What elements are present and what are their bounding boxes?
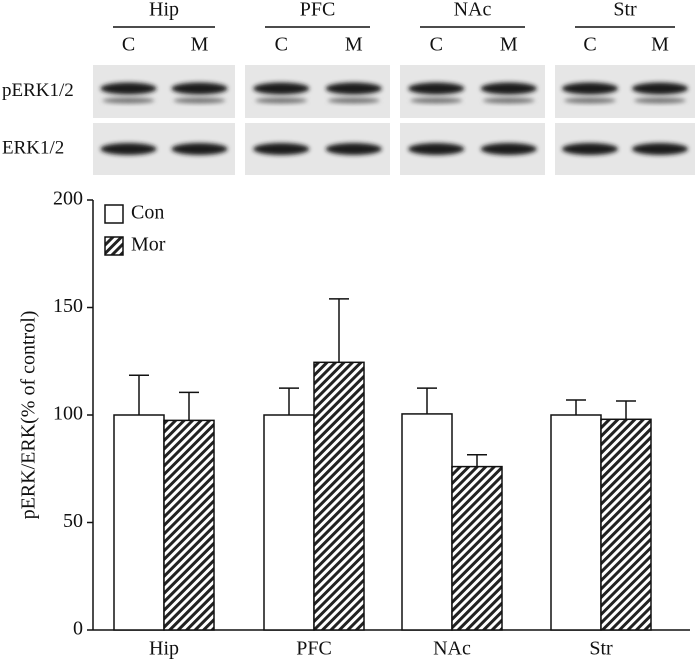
blot-band xyxy=(253,143,310,155)
blot-band xyxy=(480,82,537,95)
blot-band xyxy=(171,82,228,95)
y-tick-label: 50 xyxy=(63,510,83,532)
blot-band xyxy=(325,82,382,95)
lane-label: M xyxy=(191,34,209,56)
legend-label: Mor xyxy=(131,234,166,256)
y-tick-label: 0 xyxy=(73,618,83,640)
lane-label: C xyxy=(122,34,135,56)
blot-band-faint xyxy=(482,97,535,104)
x-tick-label: NAc xyxy=(433,638,471,660)
lane-label: M xyxy=(345,34,363,56)
blot-band xyxy=(408,82,465,95)
blot-group-label: Hip xyxy=(149,0,179,21)
blot-band xyxy=(100,82,157,95)
y-axis-label: pERK/ERK(% of control) xyxy=(18,311,40,520)
blot-row-label: pERK1/2 xyxy=(2,80,74,101)
legend-swatch xyxy=(104,204,124,224)
bar xyxy=(451,465,503,631)
blot-band xyxy=(408,143,465,155)
blot-band xyxy=(253,82,310,95)
bar xyxy=(401,413,453,631)
bar xyxy=(263,414,315,631)
blot-band xyxy=(100,143,157,155)
blot-band xyxy=(325,143,382,155)
blot-band xyxy=(632,82,688,95)
blot-band xyxy=(562,143,618,155)
blot-band-faint xyxy=(634,97,686,104)
y-tick-label: 200 xyxy=(53,188,83,210)
blot-band-faint xyxy=(255,97,308,104)
blot-band-faint xyxy=(173,97,226,104)
lane-label: C xyxy=(275,34,288,56)
bar xyxy=(550,414,602,631)
blot-row-label: ERK1/2 xyxy=(2,137,64,158)
blot-band-faint xyxy=(410,97,463,104)
blot-band-faint xyxy=(102,97,155,104)
blot-group-label: Str xyxy=(613,0,637,21)
x-tick-label: Hip xyxy=(149,638,179,660)
legend-label: Con xyxy=(131,202,164,224)
blot-band-faint xyxy=(564,97,616,104)
y-tick-label: 100 xyxy=(53,403,83,425)
bar xyxy=(600,418,652,631)
lane-label: C xyxy=(430,34,443,56)
x-tick-label: Str xyxy=(589,638,613,660)
blot-band xyxy=(171,143,228,155)
legend-swatch xyxy=(104,236,124,256)
blot-group-label: NAc xyxy=(454,0,492,21)
lane-label: C xyxy=(583,34,596,56)
lane-label: M xyxy=(500,34,518,56)
x-tick-label: PFC xyxy=(296,638,332,660)
bar xyxy=(163,419,215,631)
blot-band xyxy=(632,143,688,155)
bar xyxy=(313,361,365,631)
y-tick-label: 150 xyxy=(53,295,83,317)
blot-band xyxy=(480,143,537,155)
blot-band-faint xyxy=(327,97,380,104)
lane-label: M xyxy=(651,34,669,56)
blot-group-label: PFC xyxy=(300,0,336,21)
blot-band xyxy=(562,82,618,95)
bar xyxy=(113,414,165,631)
